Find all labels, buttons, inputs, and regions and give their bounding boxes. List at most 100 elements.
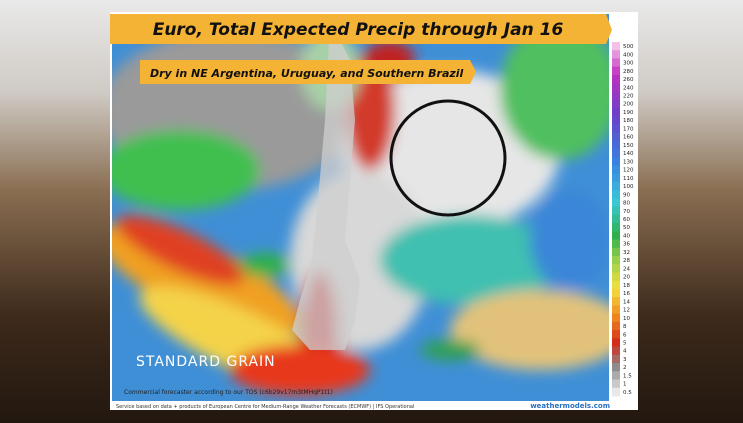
legend-label: 3 (623, 357, 627, 363)
legend-swatch (612, 173, 620, 183)
legend-swatch (612, 190, 620, 199)
legend-label: 2 (623, 365, 627, 371)
legend-label: 0.5 (623, 390, 632, 396)
legend-label: 28 (623, 258, 630, 264)
legend-swatch (612, 99, 620, 109)
legend-label: 90 (623, 192, 630, 198)
legend-label: 110 (623, 176, 634, 182)
legend-label: 400 (623, 52, 634, 58)
legend-swatch (612, 346, 620, 356)
legend-swatch (612, 354, 620, 364)
legend-label: 8 (623, 324, 627, 330)
legend-swatch (612, 330, 620, 339)
legend-label: 140 (623, 151, 634, 157)
legend-label: 80 (623, 201, 630, 207)
legend-label: 20 (623, 275, 630, 281)
legend-label: 40 (623, 233, 630, 239)
legend-swatch (612, 288, 620, 298)
tos-notice: Commercial forecaster according to our T… (124, 389, 333, 396)
subtitle: Dry in NE Argentina, Uruguay, and Southe… (150, 67, 464, 80)
legend-label: 36 (623, 242, 630, 248)
legend-swatch (612, 124, 620, 134)
legend-swatch (612, 91, 620, 101)
legend-label: 260 (623, 77, 634, 83)
legend-swatch (612, 313, 620, 323)
legend-label: 50 (623, 225, 630, 231)
legend-label: 4 (623, 349, 627, 355)
legend-swatch (612, 58, 620, 68)
legend-label: 170 (623, 126, 634, 132)
legend-swatch (612, 256, 620, 265)
legend-label: 200 (623, 102, 634, 108)
legend-swatch (612, 116, 620, 125)
legend-swatch (612, 305, 620, 315)
legend-swatch (612, 157, 620, 166)
legend-swatch (612, 247, 620, 257)
color-legend: 5004003002802602402202001901801701601501… (612, 42, 634, 397)
continent-outline (292, 20, 360, 350)
legend-label: 120 (623, 168, 634, 174)
footer-strip (112, 401, 638, 410)
legend-swatch (612, 264, 620, 274)
legend-label: 150 (623, 143, 634, 149)
legend-swatch (612, 387, 620, 397)
legend-swatch (612, 107, 620, 117)
legend-swatch (612, 214, 620, 224)
legend-swatch (612, 280, 620, 290)
legend-swatch (612, 149, 620, 158)
legend-swatch (612, 297, 620, 306)
legend-label: 24 (623, 266, 630, 272)
watermark: STANDARD GRAIN (136, 354, 276, 370)
legend-label: 18 (623, 283, 630, 289)
legend-label: 5 (623, 340, 627, 346)
legend-label: 180 (623, 118, 634, 124)
legend-swatch (612, 371, 620, 381)
legend-label: 6 (623, 332, 627, 338)
legend-label: 130 (623, 159, 634, 165)
highlight-circle (389, 99, 507, 217)
legend-label: 190 (623, 110, 634, 116)
source-note: Service based on data + products of Euro… (116, 404, 414, 410)
legend-swatch (612, 206, 620, 216)
legend-swatch (612, 83, 620, 92)
legend-swatch (612, 379, 620, 389)
legend-label: 160 (623, 135, 634, 141)
legend-label: 240 (623, 85, 634, 91)
legend-label: 300 (623, 61, 634, 67)
legend-label: 14 (623, 299, 630, 305)
site-link: weathermodels.com (530, 402, 610, 410)
legend-swatch (612, 74, 620, 84)
legend-label: 10 (623, 316, 630, 322)
legend-swatch (612, 165, 620, 175)
legend-label: 70 (623, 209, 630, 215)
legend-swatch (612, 50, 620, 59)
legend-label: 60 (623, 217, 630, 223)
legend-label: 100 (623, 184, 634, 190)
legend-label: 16 (623, 291, 630, 297)
legend-swatch (612, 272, 620, 282)
legend-label: 32 (623, 250, 630, 256)
title: Euro, Total Expected Precip through Jan … (153, 20, 564, 40)
subtitle-bar (140, 60, 476, 84)
legend-swatch (612, 42, 620, 51)
legend-swatch (612, 338, 620, 348)
legend-swatch (612, 231, 620, 241)
legend-swatch (612, 140, 620, 150)
legend-label: 280 (623, 69, 634, 75)
legend-label: 1 (623, 382, 627, 388)
legend-swatch (612, 132, 620, 142)
legend-swatch (612, 181, 620, 191)
title-bar (110, 14, 612, 44)
legend-swatch (612, 363, 620, 372)
legend-label: 12 (623, 308, 630, 314)
legend-label: 500 (623, 44, 634, 50)
legend-label: 220 (623, 94, 634, 100)
legend-swatch (612, 321, 620, 331)
legend-label: 1.5 (623, 373, 632, 379)
legend-swatch (612, 66, 620, 76)
legend-swatch (612, 198, 620, 208)
legend-swatch (612, 239, 620, 249)
legend-swatch (612, 223, 620, 232)
